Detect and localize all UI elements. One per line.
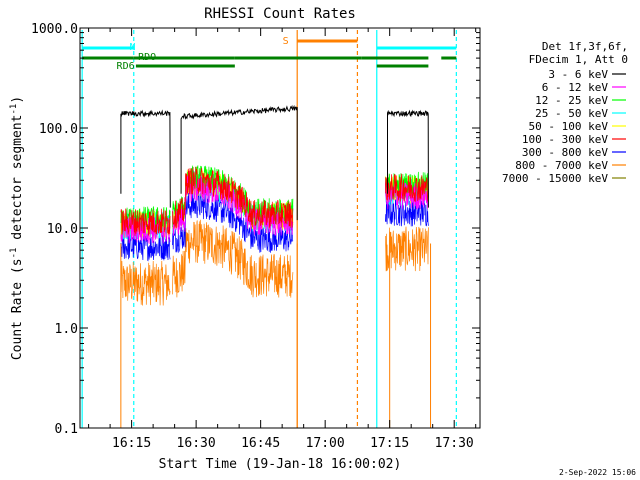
y-tick-label-3: 100.0 — [39, 122, 78, 137]
series-1-segment-0 — [120, 217, 171, 245]
series-5-segment-0 — [120, 208, 171, 236]
legend-label-5: 100 - 300 keV — [522, 133, 608, 146]
legend-label-8: 7000 - 15000 keV — [502, 172, 608, 185]
x-tick-label-2: 16:45 — [241, 436, 280, 451]
y-tick-label-0: 0.1 — [55, 422, 78, 437]
flag-label-rdo: RDO — [138, 52, 156, 63]
legend-label-0: 3 - 6 keV — [548, 68, 608, 81]
series-0-segment-1 — [180, 104, 298, 221]
y-tick-label-2: 10.0 — [47, 222, 78, 237]
y-axis-label-sup2: -1 — [9, 104, 19, 115]
series-5-segment-1 — [172, 166, 294, 229]
x-tick-label-3: 17:00 — [306, 436, 345, 451]
x-tick-label-0: 16:15 — [112, 436, 151, 451]
chart-title: RHESSI Count Rates — [204, 6, 356, 22]
y-axis-label-part1: Count Rate (s — [10, 258, 25, 360]
legend-label-4: 50 - 100 keV — [529, 120, 609, 133]
flag-label-rd6: RD6 — [117, 61, 135, 72]
y-tick-label-1: 1.0 — [55, 322, 78, 337]
x-tick-label-4: 17:15 — [370, 436, 409, 451]
x-axis-label: Start Time (19-Jan-18 16:00:02) — [159, 457, 402, 472]
timestamp: 2-Sep-2022 15:06 — [559, 468, 636, 477]
legend-label-2: 12 - 25 keV — [535, 94, 608, 107]
series-7-segment-0 — [120, 260, 171, 306]
x-tick-label-1: 16:30 — [177, 436, 216, 451]
legend-header-0: Det 1f,3f,6f, — [542, 40, 628, 53]
series-5-segment-2 — [385, 173, 429, 202]
legend-label-3: 25 - 50 keV — [535, 107, 608, 120]
flag-label-s: S — [283, 36, 289, 47]
y-tick-label-4: 1000.0 — [31, 22, 78, 37]
y-axis-label-sup1: -1 — [9, 248, 19, 259]
x-tick-label-5: 17:30 — [435, 436, 474, 451]
legend-label-6: 300 - 800 keV — [522, 146, 608, 159]
series-1-segment-1 — [172, 175, 294, 236]
y-axis-label: Count Rate (s-1 detector segment-1) — [9, 96, 25, 360]
flag-label-n: N — [129, 42, 135, 53]
series-0-segment-2 — [387, 109, 429, 208]
series-7-segment-1 — [172, 219, 294, 298]
axes: 0.1 1.0 10.0 100.0 1000.0 16:15 16:30 16:45 17:0… — [31, 22, 481, 451]
legend-label-7: 800 - 7000 keV — [515, 159, 608, 172]
series-7-segment-2 — [385, 226, 429, 272]
legend-label-1: 6 - 12 keV — [542, 81, 609, 94]
y-axis-label-part2: detector segment — [10, 115, 25, 248]
legend-header-1: FDecim 1, Att 0 — [529, 53, 628, 66]
series-0-segment-0 — [120, 109, 171, 208]
y-axis-label-close: ) — [10, 96, 25, 104]
